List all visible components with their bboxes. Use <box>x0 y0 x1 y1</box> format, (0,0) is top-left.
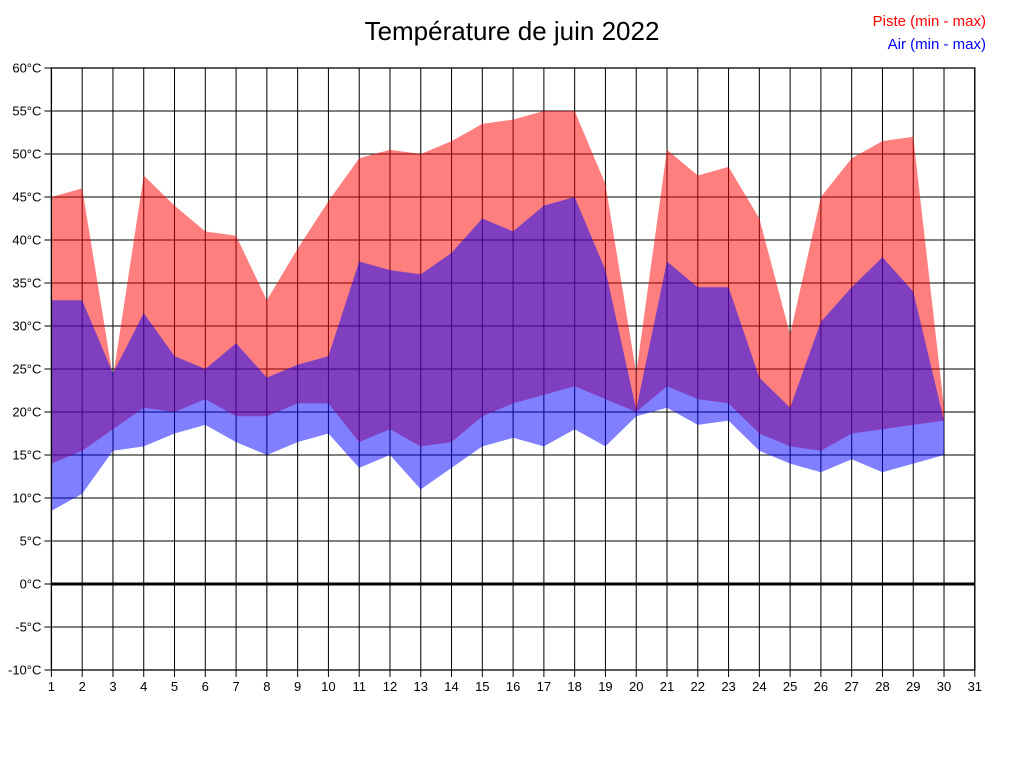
y-tick-label: 0°C <box>20 577 42 592</box>
x-tick-label: 14 <box>444 679 458 694</box>
x-tick-label: 22 <box>691 679 705 694</box>
y-tick-label: -5°C <box>15 620 41 635</box>
x-tick-label: 25 <box>783 679 797 694</box>
x-tick-label: 12 <box>383 679 397 694</box>
x-tick-label: 27 <box>844 679 858 694</box>
legend-item-piste: Piste (min - max) <box>872 13 986 30</box>
x-tick-label: 2 <box>79 679 86 694</box>
y-tick-label: 50°C <box>12 147 41 162</box>
y-tick-label: 40°C <box>12 233 41 248</box>
x-tick-label: 9 <box>294 679 301 694</box>
air-range-band <box>51 197 945 511</box>
x-tick-label: 8 <box>263 679 270 694</box>
x-tick-label: 4 <box>140 679 147 694</box>
x-tick-label: 13 <box>414 679 428 694</box>
x-tick-label: 20 <box>629 679 643 694</box>
x-tick-label: 7 <box>232 679 239 694</box>
x-tick-label: 17 <box>537 679 551 694</box>
x-tick-label: 6 <box>202 679 209 694</box>
x-tick-label: 26 <box>814 679 828 694</box>
x-tick-label: 18 <box>567 679 581 694</box>
y-tick-label: 55°C <box>12 104 41 119</box>
x-tick-label: 19 <box>598 679 612 694</box>
x-tick-label: 5 <box>171 679 178 694</box>
y-tick-label: 15°C <box>12 448 41 463</box>
x-tick-label: 23 <box>721 679 735 694</box>
x-tick-label: 16 <box>506 679 520 694</box>
x-tick-label: 30 <box>937 679 951 694</box>
y-tick-label: 20°C <box>12 405 41 420</box>
y-tick-label: 5°C <box>20 534 42 549</box>
y-tick-label: -10°C <box>8 663 41 678</box>
x-tick-label: 31 <box>968 679 982 694</box>
x-tick-label: 3 <box>109 679 116 694</box>
y-tick-label: 25°C <box>12 362 41 377</box>
x-tick-label: 29 <box>906 679 920 694</box>
legend: Piste (min - max) Air (min - max) <box>873 10 986 56</box>
y-tick-label: 60°C <box>12 61 41 76</box>
y-tick-label: 35°C <box>12 276 41 291</box>
x-tick-label: 28 <box>875 679 889 694</box>
chart-title: Température de juin 2022 <box>364 16 660 46</box>
y-tick-label: 30°C <box>12 319 41 334</box>
x-tick-label: 11 <box>352 679 366 694</box>
x-tick-label: 24 <box>752 679 766 694</box>
legend-item-air: Air (min - max) <box>887 36 986 53</box>
x-tick-label: 10 <box>321 679 335 694</box>
y-tick-label: 10°C <box>12 491 41 506</box>
x-tick-label: 1 <box>48 679 55 694</box>
x-tick-label: 15 <box>475 679 489 694</box>
y-tick-label: 45°C <box>12 190 41 205</box>
x-tick-label: 21 <box>660 679 674 694</box>
